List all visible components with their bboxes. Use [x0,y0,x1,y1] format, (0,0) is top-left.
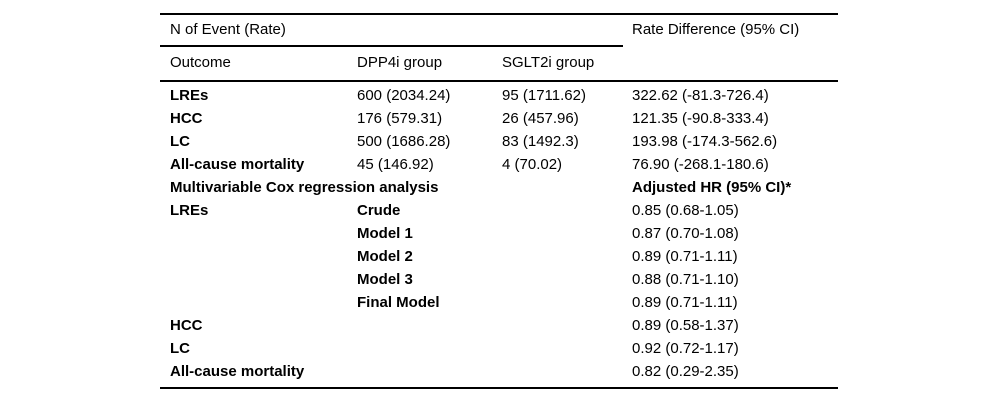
outcome-label: LREs [170,87,209,104]
hr-value: 0.89 (0.58-1.37) [632,317,739,334]
model-label: Model 3 [357,271,413,288]
outcome-label: HCC [170,317,203,334]
table-row-final-model: Final Model 0.89 (0.71-1.11) [160,291,838,314]
sglt2i-value: 95 (1711.62) [502,87,586,104]
sglt2i-value: 4 (70.02) [502,156,563,173]
column-header-dpp4i-group: DPP4i group [357,54,443,71]
table-row-all-cause-mortality-hr: All-cause mortality 0.82 (0.29-2.35) [160,360,838,383]
outcome-label: HCC [170,110,203,127]
table-row-lc-hr: LC 0.92 (0.72-1.17) [160,337,838,360]
column-header-sglt2i-group: SGLT2i group [502,54,595,71]
model-label: Final Model [357,294,440,311]
outcome-label [160,268,357,291]
table-row-model-1: Model 1 0.87 (0.70-1.08) [160,222,838,245]
model-label: Model 2 [357,248,413,265]
outcome-label [160,222,357,245]
hr-value: 0.85 (0.68-1.05) [632,202,739,219]
model-label: Model 1 [357,225,413,242]
hr-value: 0.89 (0.71-1.11) [632,294,738,311]
adjusted-hr-header: Adjusted HR (95% CI)* [632,179,792,196]
n-of-event-spanner-header: N of Event (Rate) [160,15,623,47]
model-label [357,360,502,383]
table-column-header-row: Outcome DPP4i group SGLT2i group [160,47,838,82]
model-label: Crude [357,202,401,219]
rate-difference-value: 76.90 (-268.1-180.6) [632,156,769,173]
hr-value: 0.82 (0.29-2.35) [632,363,739,380]
dpp4i-value: 176 (579.31) [357,110,443,127]
outcome-label: LC [170,133,190,150]
column-header-outcome: Outcome [170,54,231,71]
outcome-label [160,291,357,314]
table-row-lres-crude: LREs Crude 0.85 (0.68-1.05) [160,199,838,222]
table-row-cox-section-header: Multivariable Cox regression analysis Ad… [160,176,838,199]
table-header-spanner-row: N of Event (Rate) Rate Difference (95% C… [160,15,838,47]
model-label [357,314,502,337]
dpp4i-value: 45 (146.92) [357,156,434,173]
hr-value: 0.87 (0.70-1.08) [632,225,739,242]
table-row-lc-rate: LC 500 (1686.28) 83 (1492.3) 193.98 (-17… [160,130,838,153]
dpp4i-value: 500 (1686.28) [357,133,451,150]
table-row-hcc-hr: HCC 0.89 (0.58-1.37) [160,314,838,337]
outcome-label [160,245,357,268]
model-label [357,337,502,360]
hr-value: 0.89 (0.71-1.11) [632,248,738,265]
column-header-empty [632,47,838,80]
rate-difference-value: 121.35 (-90.8-333.4) [632,110,769,127]
rate-difference-header: Rate Difference (95% CI) [632,21,800,38]
hr-value: 0.88 (0.71-1.10) [632,271,739,288]
outcome-label: LREs [170,202,209,219]
table-row-all-cause-mortality-rate: All-cause mortality 45 (146.92) 4 (70.02… [160,153,838,176]
hr-value: 0.92 (0.72-1.17) [632,340,739,357]
outcome-label: LC [170,340,190,357]
dpp4i-value: 600 (2034.24) [357,87,451,104]
outcomes-table: N of Event (Rate) Rate Difference (95% C… [160,13,838,389]
table-row-lres-rate: LREs 600 (2034.24) 95 (1711.62) 322.62 (… [160,84,838,107]
sglt2i-value: 26 (457.96) [502,110,579,127]
outcome-label: All-cause mortality [170,156,305,173]
outcome-label: All-cause mortality [170,363,305,380]
table-row-model-2: Model 2 0.89 (0.71-1.11) [160,245,838,268]
rate-difference-value: 193.98 (-174.3-562.6) [632,133,778,150]
table-row-model-3: Model 3 0.88 (0.71-1.10) [160,268,838,291]
table-row-hcc-rate: HCC 176 (579.31) 26 (457.96) 121.35 (-90… [160,107,838,130]
sglt2i-value: 83 (1492.3) [502,133,579,150]
table-body: LREs 600 (2034.24) 95 (1711.62) 322.62 (… [160,82,838,389]
rate-difference-value: 322.62 (-81.3-726.4) [632,87,769,104]
cox-section-title: Multivariable Cox regression analysis [170,179,439,196]
